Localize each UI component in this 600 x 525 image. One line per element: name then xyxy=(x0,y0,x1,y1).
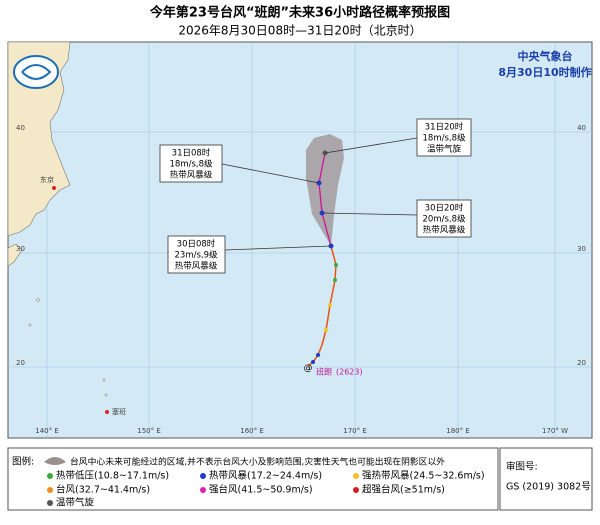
legend-marker xyxy=(200,473,206,479)
callout-category: 热带风暴级 xyxy=(423,225,466,236)
typhoon-symbol: @ xyxy=(304,364,313,374)
lat-label: 20 xyxy=(16,359,25,367)
leader-line xyxy=(221,163,320,184)
callout-category: 热带风暴级 xyxy=(170,170,213,181)
approval-label: 审图号: xyxy=(506,461,538,473)
callout-box xyxy=(416,199,472,238)
approval-box xyxy=(499,447,593,511)
lat-label: 40 xyxy=(16,124,25,132)
callout-box xyxy=(167,235,226,274)
legend-item: 强台风(41.5~50.9m/s) xyxy=(209,484,313,496)
callout-time: 31日08时 xyxy=(172,148,211,159)
callout-wind: 20m/s,8级 xyxy=(423,214,466,225)
callout-wind: 18m/s,8级 xyxy=(170,159,213,170)
legend-item: 强热带风暴(24.5~32.6m/s) xyxy=(362,470,485,482)
city-label: 东京 xyxy=(40,175,54,184)
callout-box xyxy=(416,118,472,157)
legend-marker xyxy=(47,473,53,479)
legend-note: 台风中心未来可能经过的区域,并不表示台风大小及影响范围,灾害性天气也可能出现在阴… xyxy=(70,456,445,468)
title: 今年第23号台风“班朗”未来36小时路径概率预报图 xyxy=(149,5,450,21)
legend-marker xyxy=(47,500,53,506)
callout-wind: 23m/s,9级 xyxy=(175,250,218,261)
lon-label: 150° E xyxy=(137,427,161,435)
legend-marker xyxy=(200,487,206,493)
legend-marker xyxy=(353,473,359,479)
legend-marker xyxy=(47,487,53,493)
callout-time: 30日08时 xyxy=(177,239,216,250)
ocean xyxy=(7,41,593,439)
lat-label: 40 xyxy=(577,124,586,132)
leader-line xyxy=(321,212,418,216)
graticule xyxy=(8,42,592,438)
legend-item: 热带低压(10.8~17.1m/s) xyxy=(56,470,169,482)
forecast-track xyxy=(318,152,332,247)
legend-marker xyxy=(353,487,359,493)
leader-line xyxy=(324,137,418,154)
legend-title: 图例: xyxy=(12,456,34,468)
subtitle: 2026年8月30日08时—31日20时（北京时） xyxy=(178,24,421,38)
probability-cone xyxy=(306,134,344,246)
city-marker xyxy=(52,186,56,190)
approval-number: GS (2019) 3082号 xyxy=(506,482,591,493)
callout-category: 温带气旋 xyxy=(427,144,462,155)
typhoon-name: 班朗 xyxy=(316,367,332,377)
lon-label: 170° E xyxy=(343,427,367,435)
lon-label: 160° E xyxy=(240,427,264,435)
typhoon-code: (2623) xyxy=(336,368,363,377)
callout-category: 热带风暴级 xyxy=(175,261,218,272)
lon-label: 170° W xyxy=(542,427,568,435)
callout-box xyxy=(159,144,223,183)
callout-time: 30日20时 xyxy=(425,203,464,214)
lat-label: 30 xyxy=(16,245,25,253)
leader-line xyxy=(224,245,332,251)
legend-item: 温带气旋 xyxy=(56,497,95,509)
city-label: 塞班 xyxy=(112,407,126,416)
logo xyxy=(13,55,59,89)
legend-item: 超强台风(≥51m/s) xyxy=(362,484,445,496)
lon-label: 140° E xyxy=(35,427,59,435)
lat-label: 20 xyxy=(577,359,586,367)
agency-name: 中央气象台 xyxy=(518,49,573,63)
lon-label: 180° E xyxy=(446,427,470,435)
callout-wind: 18m/s,8级 xyxy=(423,133,466,144)
legend-item: 台风(32.7~41.4m/s) xyxy=(56,484,150,496)
issue-time: 8月30日10时制作 xyxy=(498,65,591,79)
past-track xyxy=(307,245,337,367)
legend-cone xyxy=(44,457,66,465)
legend-box xyxy=(7,447,499,511)
legend-item: 热带风暴(17.2~24.4m/s) xyxy=(209,470,322,482)
callout-time: 31日20时 xyxy=(425,122,464,133)
lat-label: 30 xyxy=(577,245,586,253)
city-marker xyxy=(105,410,109,414)
